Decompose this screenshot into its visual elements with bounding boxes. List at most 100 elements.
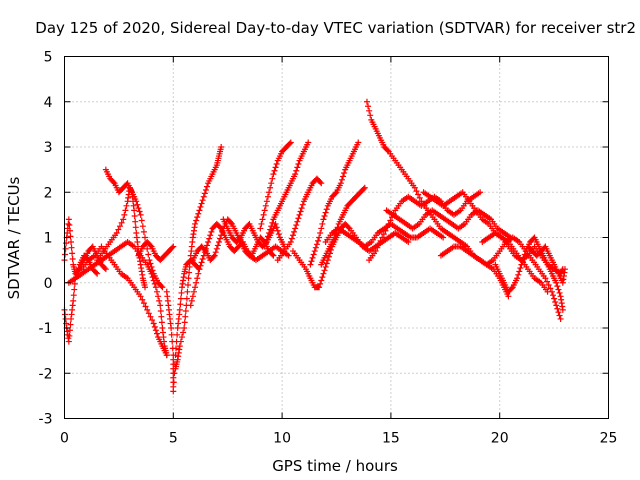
data-point — [262, 240, 269, 247]
data-point — [62, 245, 69, 252]
data-point — [205, 239, 212, 246]
data-point — [236, 235, 243, 242]
data-point — [325, 253, 332, 260]
data-point — [271, 167, 278, 174]
data-point — [264, 233, 271, 240]
data-point — [384, 147, 391, 154]
data-point — [311, 248, 318, 255]
data-point — [140, 300, 147, 307]
data-point — [294, 218, 301, 225]
data-point — [116, 223, 123, 230]
data-point — [65, 338, 72, 345]
data-point — [319, 274, 326, 281]
series-track-19 — [322, 220, 447, 250]
data-point — [553, 302, 560, 309]
data-point — [299, 201, 306, 208]
data-point — [360, 185, 367, 192]
data-point — [122, 207, 129, 214]
data-point — [379, 234, 386, 241]
data-point — [176, 306, 183, 313]
data-point — [186, 263, 193, 270]
data-point — [405, 239, 412, 246]
series-track-24 — [437, 234, 564, 322]
data-point — [318, 180, 325, 187]
data-point — [331, 234, 338, 241]
data-point — [169, 244, 176, 251]
data-point — [355, 139, 362, 146]
data-point — [192, 220, 199, 227]
data-point — [202, 186, 209, 193]
data-point — [287, 239, 294, 246]
data-point — [292, 225, 299, 232]
data-point — [142, 284, 149, 291]
data-point — [139, 296, 146, 303]
data-point — [374, 244, 381, 251]
data-point — [201, 190, 208, 197]
data-point — [194, 275, 201, 282]
data-point — [416, 194, 423, 201]
y-tick-label: -2 — [39, 366, 53, 382]
data-point — [138, 217, 145, 224]
data-point — [544, 278, 551, 285]
series-track-3 — [65, 239, 170, 359]
data-point — [214, 242, 221, 249]
data-point — [317, 280, 324, 287]
data-point — [559, 306, 566, 313]
y-tick-label: 0 — [44, 276, 53, 292]
data-point — [308, 258, 315, 265]
data-point — [69, 250, 76, 257]
data-point — [152, 284, 159, 291]
data-point — [201, 246, 208, 253]
data-point — [317, 179, 324, 186]
data-point — [320, 216, 327, 223]
y-tick-label: -1 — [39, 321, 53, 337]
data-point — [296, 211, 303, 218]
data-point — [345, 224, 352, 231]
data-point — [135, 205, 142, 212]
data-point — [193, 217, 200, 224]
data-point — [156, 297, 163, 304]
data-point — [318, 225, 325, 232]
data-point — [93, 269, 100, 276]
data-point — [217, 224, 224, 231]
x-axis-label: GPS time / hours — [272, 457, 398, 475]
y-axis: -3 -2 -1 0 1 2 3 4 5 — [39, 50, 609, 428]
data-point — [387, 217, 394, 224]
data-point — [184, 282, 191, 289]
data-point — [384, 224, 391, 231]
data-point — [322, 209, 329, 216]
data-point — [337, 180, 344, 187]
data-point — [318, 277, 325, 284]
data-point — [178, 289, 185, 296]
data-point — [131, 213, 138, 220]
data-point — [71, 280, 78, 287]
data-point — [188, 297, 195, 304]
y-tick-label: 3 — [44, 140, 53, 156]
data-point — [552, 298, 559, 305]
series-track-6 — [78, 243, 170, 359]
data-point — [153, 330, 160, 337]
data-point — [121, 211, 128, 218]
x-axis: 0 5 10 15 20 25 — [60, 56, 617, 447]
data-point — [204, 242, 211, 249]
data-point — [158, 283, 165, 290]
data-point — [274, 227, 281, 234]
data-point — [415, 191, 422, 198]
data-point — [195, 270, 202, 277]
data-point — [261, 207, 268, 214]
data-point — [215, 239, 222, 246]
data-point — [181, 319, 188, 326]
data-point — [320, 270, 327, 277]
data-point — [65, 216, 72, 223]
series-track-9 — [172, 144, 225, 372]
data-point — [69, 255, 76, 262]
data-point — [556, 312, 563, 319]
data-point — [197, 262, 204, 269]
data-point — [66, 222, 73, 229]
data-point — [310, 251, 317, 258]
data-point — [289, 232, 296, 239]
data-point — [555, 309, 562, 316]
data-point — [341, 170, 348, 177]
data-point — [517, 265, 524, 272]
data-point — [259, 216, 266, 223]
